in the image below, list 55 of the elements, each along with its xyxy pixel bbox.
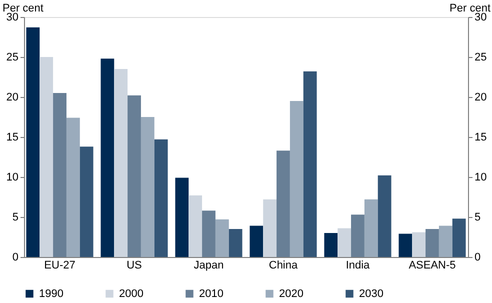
x-tick-label: China xyxy=(268,260,298,272)
x-tick-label: India xyxy=(346,260,371,272)
bar xyxy=(140,117,154,257)
bar xyxy=(412,232,426,257)
bar xyxy=(290,101,304,257)
bar xyxy=(53,93,66,257)
bar xyxy=(175,178,189,257)
bar xyxy=(250,226,264,257)
y-tick-label: 10 xyxy=(6,172,18,184)
bar xyxy=(324,233,338,257)
bar xyxy=(100,58,114,257)
y2-tick-label: 15 xyxy=(474,132,487,144)
y-tick-label: 5 xyxy=(12,212,18,224)
bar xyxy=(303,71,317,257)
y-tick-label: 30 xyxy=(6,12,18,24)
y2-tick-label: 20 xyxy=(474,92,487,104)
bar xyxy=(438,226,452,257)
bar xyxy=(452,218,466,257)
legend-label: 2030 xyxy=(359,288,384,300)
y2-tick-label: 10 xyxy=(474,172,487,184)
bar xyxy=(26,27,40,257)
y2-tick-label: 25 xyxy=(474,52,487,64)
bar xyxy=(378,175,392,257)
bar xyxy=(114,69,128,257)
bar xyxy=(188,195,202,257)
bar xyxy=(276,150,290,257)
bar xyxy=(154,139,168,257)
bar xyxy=(202,210,216,257)
y2-tick-label: 5 xyxy=(474,212,481,224)
bar xyxy=(426,229,439,257)
y-tick-label: 20 xyxy=(6,92,18,104)
bar xyxy=(215,219,229,257)
bar xyxy=(66,118,80,257)
y-tick-label: 25 xyxy=(6,52,18,64)
bar xyxy=(228,229,242,257)
bar xyxy=(398,234,412,257)
x-tick-label: Japan xyxy=(194,260,224,272)
y2-tick-label: 0 xyxy=(474,252,481,264)
bar xyxy=(80,146,94,257)
y-tick-label: 0 xyxy=(12,252,18,264)
x-tick-label: EU-27 xyxy=(44,260,76,272)
legend-label: 2010 xyxy=(199,288,224,300)
y2-tick-label: 30 xyxy=(474,12,487,24)
x-tick-label: US xyxy=(126,260,142,272)
legend-label: 1990 xyxy=(39,288,64,300)
bar xyxy=(40,57,54,257)
legend-label: 2000 xyxy=(119,288,144,300)
bar xyxy=(338,228,352,257)
legend-label: 2020 xyxy=(279,288,304,300)
bar xyxy=(364,199,378,257)
bar xyxy=(351,214,364,257)
x-tick-label: ASEAN-5 xyxy=(408,260,456,272)
bar xyxy=(128,95,141,257)
y-tick-label: 15 xyxy=(6,132,18,144)
bar xyxy=(263,199,277,257)
